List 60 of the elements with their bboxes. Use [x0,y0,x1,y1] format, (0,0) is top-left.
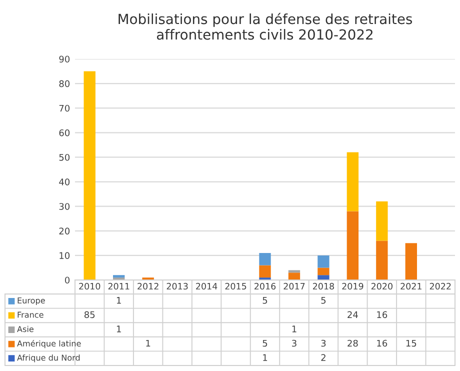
data-label: 28 [348,340,358,347]
bar [318,275,330,280]
legend-label: Asie [17,326,34,332]
data-label: 24 [348,311,358,318]
y-tick-label: 70 [59,104,70,112]
x-tick-label: 2015 [225,282,246,290]
y-tick-label: 20 [59,228,70,234]
y-tick-label: 10 [60,252,70,260]
x-tick-label: 2013 [166,282,188,290]
x-tick-label: 2018 [312,282,334,290]
bar [288,272,300,280]
x-tick-label: 2014 [196,282,218,290]
bar [318,255,330,268]
data-label: 15 [406,340,416,347]
legend-label: France [18,312,44,318]
y-tick-label: 80 [59,80,70,88]
data-label: 1 [292,326,296,332]
bar [259,265,271,278]
data-label: 2 [321,354,326,361]
data-label: 16 [377,311,388,318]
x-tick-label: 2010 [79,282,100,290]
data-label: 85 [84,311,95,318]
bar [376,240,388,280]
bar [113,275,125,278]
y-tick-label: 90 [59,56,70,63]
bar [376,201,388,241]
bar [346,152,359,212]
legend-label: Europe [18,298,45,306]
y-tick-label: 30 [59,203,70,210]
bar [84,71,96,280]
bar [288,270,300,273]
legend-label: Afrique du Nord [17,354,80,362]
data-label: 16 [377,340,388,347]
x-tick-label: 2022 [430,282,451,290]
x-tick-label: 2020 [371,282,392,290]
bar [259,252,271,266]
bar [318,268,330,276]
data-label: 1 [116,297,121,304]
data-label: 3 [292,340,296,347]
data-label: 5 [262,297,268,304]
x-tick-label: 2012 [138,282,158,290]
y-tick-label: 0 [64,276,70,284]
x-tick-label: 2017 [284,282,305,290]
data-label: 1 [116,326,121,332]
data-label: 3 [321,340,326,347]
legend-label: Amérique latine [17,340,81,348]
x-tick-label: 2019 [342,282,364,290]
data-label: 1 [146,340,150,347]
data-label: 5 [321,297,326,304]
data-label: 1 [263,354,268,361]
y-tick-label: 60 [59,129,70,136]
chart-title: Mobilisations pour la défense des retraites affrontements civils 2010-2022 [118,12,412,40]
data-label: 5 [262,340,268,347]
bar [346,211,359,280]
x-tick-label: 2021 [400,282,422,290]
y-tick-label: 40 [59,178,70,186]
x-tick-label: 2011 [108,282,130,290]
x-tick-label: 2016 [254,282,276,290]
y-tick-label: 50 [59,154,70,161]
bar [405,243,417,280]
